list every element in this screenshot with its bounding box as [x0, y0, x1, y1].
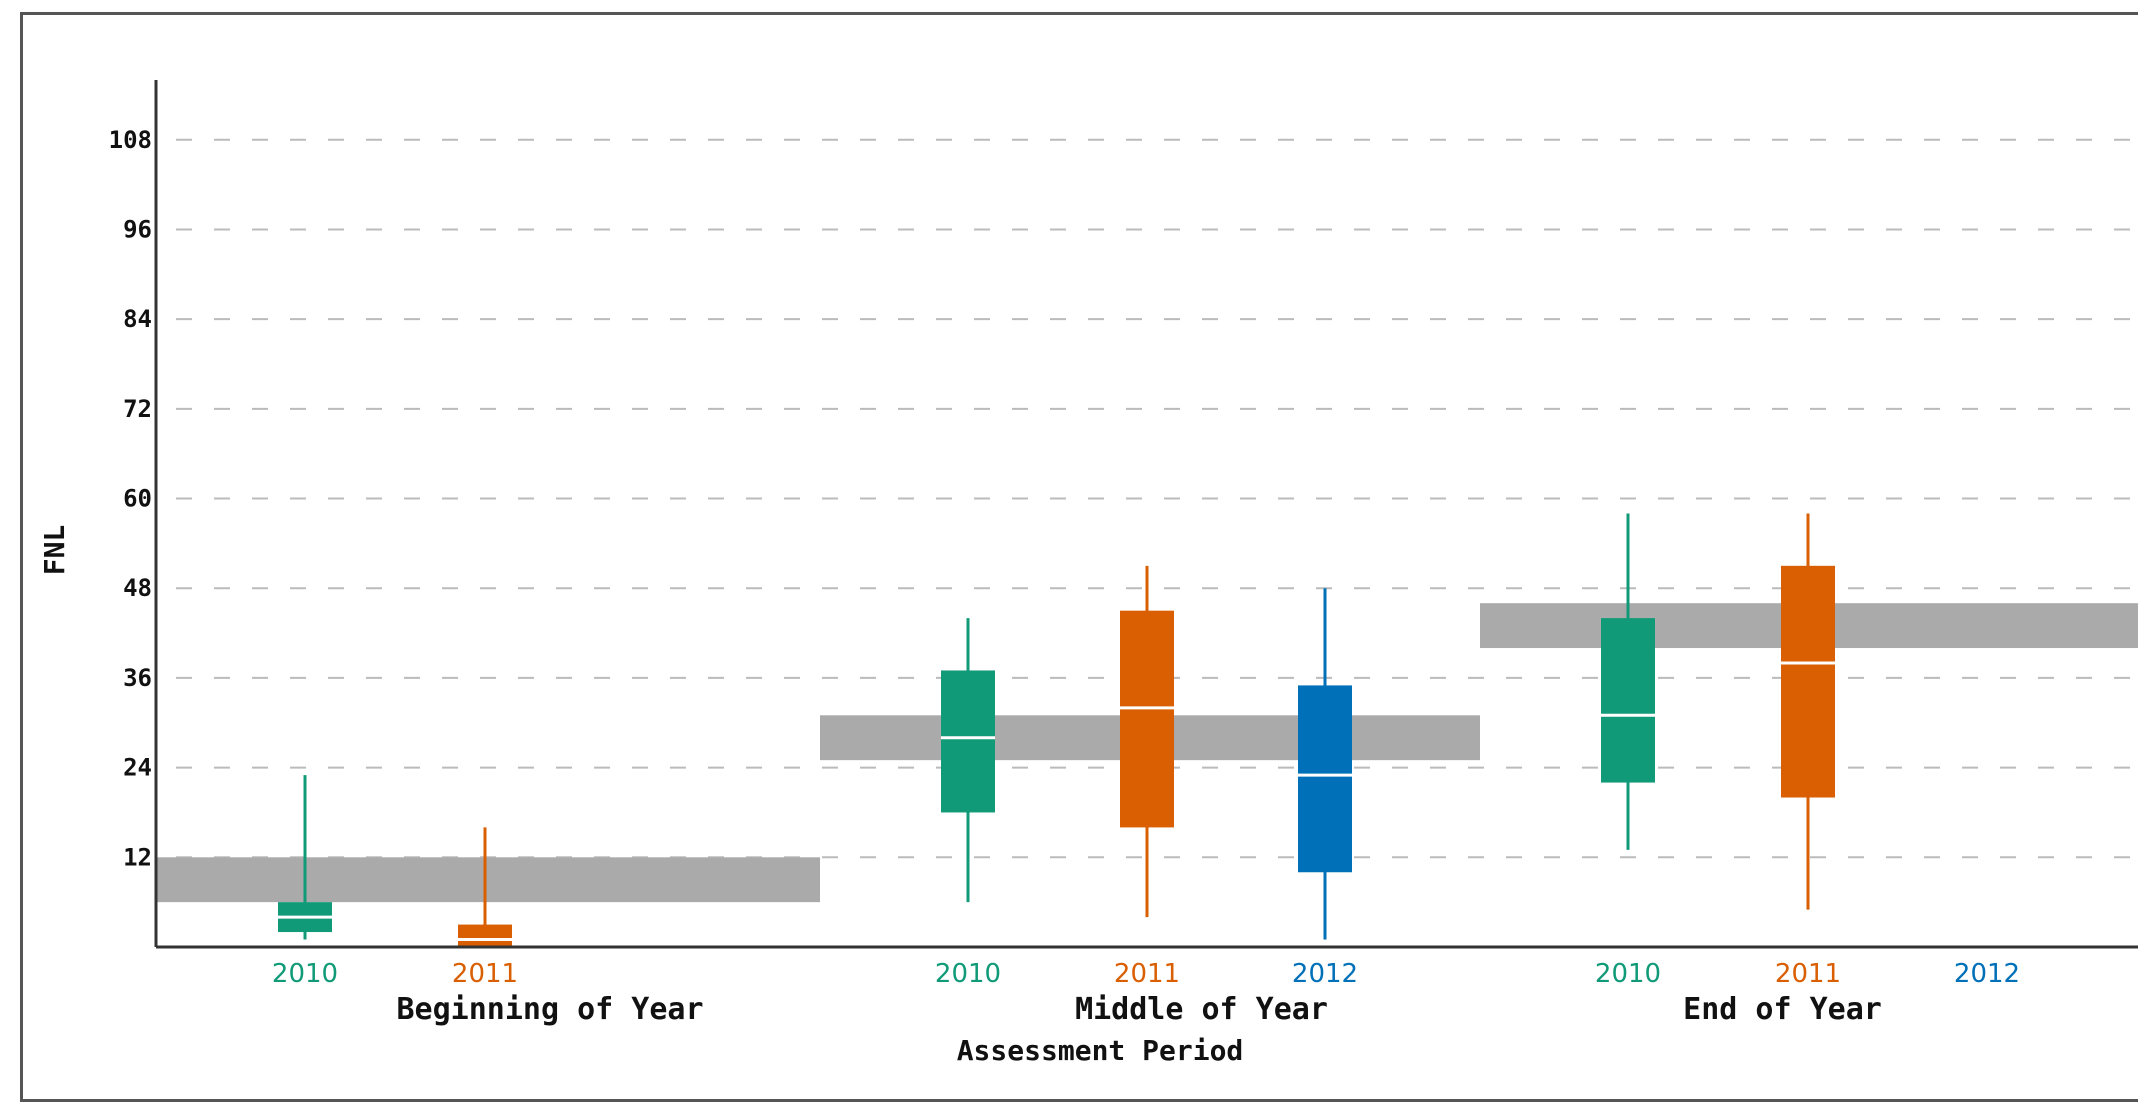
y-tick-label: 60	[123, 485, 152, 513]
y-tick-label: 72	[123, 395, 152, 423]
benchmark-band	[156, 857, 820, 903]
year-tick-label: 2011	[1114, 959, 1180, 989]
chart-frame	[20, 12, 2138, 1102]
y-tick-label: 108	[109, 126, 152, 154]
box-iqr	[458, 924, 512, 947]
box-iqr	[1781, 565, 1835, 798]
category-label: Middle of Year	[1075, 992, 1328, 1027]
box-series	[278, 513, 1835, 947]
year-tick-label: 2011	[1775, 959, 1841, 989]
box-iqr	[1601, 618, 1655, 783]
y-tick-label: 96	[123, 215, 152, 243]
year-tick-label: 2010	[1595, 959, 1661, 989]
box-iqr	[941, 670, 995, 813]
y-tick-label: 36	[123, 664, 152, 692]
year-tick-label: 2012	[1954, 959, 2020, 989]
y-tick-label: 48	[123, 574, 152, 602]
y-axis-title: FNL	[38, 525, 71, 576]
year-tick-label: 2010	[935, 959, 1001, 989]
year-tick-label: 2010	[272, 959, 338, 989]
category-label: End of Year	[1683, 992, 1882, 1027]
y-tick-label: 12	[123, 843, 152, 871]
box-iqr	[1120, 610, 1174, 828]
year-tick-label: 2011	[452, 959, 518, 989]
y-tick-label: 24	[123, 754, 152, 782]
category-label: Beginning of Year	[396, 992, 703, 1027]
x-axis-title: Assessment Period	[957, 1034, 1244, 1067]
axes	[154, 80, 2138, 949]
y-tick-label: 84	[123, 305, 152, 333]
box-iqr	[1298, 685, 1352, 873]
year-tick-label: 2012	[1292, 959, 1358, 989]
